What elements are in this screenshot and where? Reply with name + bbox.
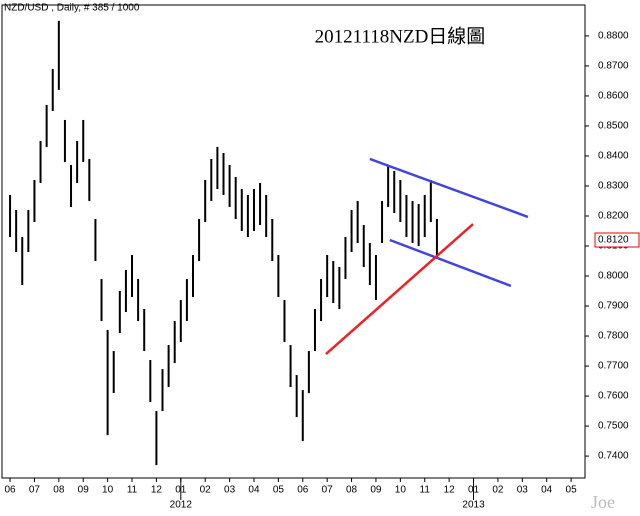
x-tick-label: 07 — [322, 485, 334, 496]
x-tick-label: 11 — [420, 485, 431, 496]
y-tick-label: 0.8700 — [598, 61, 629, 72]
y-tick-label: 0.7500 — [598, 421, 629, 432]
x-tick-label: 08 — [53, 485, 65, 496]
x-tick-label: 06 — [4, 485, 16, 496]
y-tick-label: 0.8000 — [598, 271, 629, 282]
y-tick-label: 0.8300 — [598, 181, 629, 192]
y-tick-label: 0.8600 — [598, 91, 629, 102]
x-tick-label: 02 — [200, 485, 212, 496]
x-tick-label: 12 — [151, 485, 163, 496]
x-tick-label: 09 — [370, 485, 382, 496]
x-tick-label: 11 — [127, 485, 138, 496]
x-tick-label: 12 — [444, 485, 456, 496]
year-label: 2012 — [170, 500, 193, 511]
last-price-box — [594, 232, 640, 248]
y-tick-label: 0.7800 — [598, 331, 629, 342]
x-tick-label: 04 — [248, 485, 260, 496]
y-tick-label: 0.7900 — [598, 301, 629, 312]
y-tick-label: 0.8800 — [598, 31, 629, 42]
y-tick-label: 0.8400 — [598, 151, 629, 162]
x-tick-label: 10 — [395, 485, 407, 496]
x-tick-label: 05 — [566, 485, 578, 496]
y-tick-label: 0.7700 — [598, 361, 629, 372]
plot-frame — [1, 4, 586, 479]
x-tick-label: 09 — [78, 485, 90, 496]
trend-line — [369, 157, 529, 219]
chart-title: 20121118NZD日線圖 — [315, 25, 486, 47]
chart-header: NZD/USD , Daily, # 385 / 1000 — [4, 3, 140, 14]
x-tick-label: 03 — [224, 485, 236, 496]
y-tick-label: 0.7400 — [598, 451, 629, 462]
y-tick-label: 0.8200 — [598, 211, 629, 222]
x-tick-label: 07 — [29, 485, 41, 496]
last-price-label: 0.8120 — [598, 235, 629, 246]
x-tick-label: 08 — [346, 485, 358, 496]
x-tick-label: 04 — [541, 485, 553, 496]
trend-line — [325, 223, 474, 355]
watermark: Joe — [591, 492, 615, 512]
year-label: 2013 — [462, 500, 485, 511]
y-tick-label: 0.8500 — [598, 121, 629, 132]
x-tick-label: 05 — [273, 485, 285, 496]
trend-line — [389, 238, 512, 288]
x-tick-label: 03 — [517, 485, 529, 496]
x-tick-label: 06 — [297, 485, 309, 496]
x-tick-label: 10 — [102, 485, 114, 496]
y-tick-label: 0.7600 — [598, 391, 629, 402]
x-tick-label: 02 — [492, 485, 504, 496]
